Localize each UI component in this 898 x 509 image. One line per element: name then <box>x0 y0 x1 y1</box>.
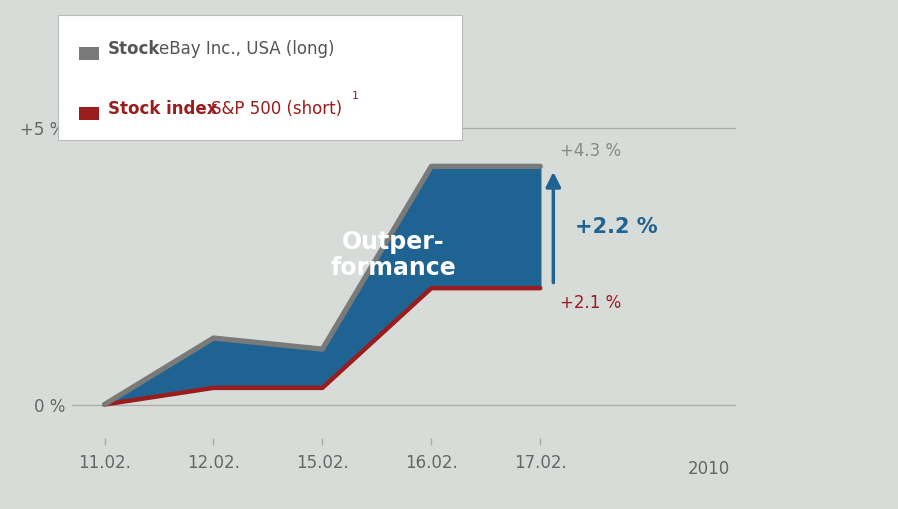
Text: +4.3 %: +4.3 % <box>559 142 621 160</box>
Text: 1: 1 <box>352 91 359 101</box>
Text: +2.1 %: +2.1 % <box>559 294 621 312</box>
Text: eBay Inc., USA (long): eBay Inc., USA (long) <box>159 40 334 58</box>
Text: S&P 500 (short): S&P 500 (short) <box>211 100 342 118</box>
Text: Stock index: Stock index <box>108 100 217 118</box>
Text: 2010: 2010 <box>688 460 730 478</box>
Text: +2.2 %: +2.2 % <box>575 217 657 237</box>
Text: Outper-
formance: Outper- formance <box>330 230 456 280</box>
Text: Stock: Stock <box>108 40 160 58</box>
